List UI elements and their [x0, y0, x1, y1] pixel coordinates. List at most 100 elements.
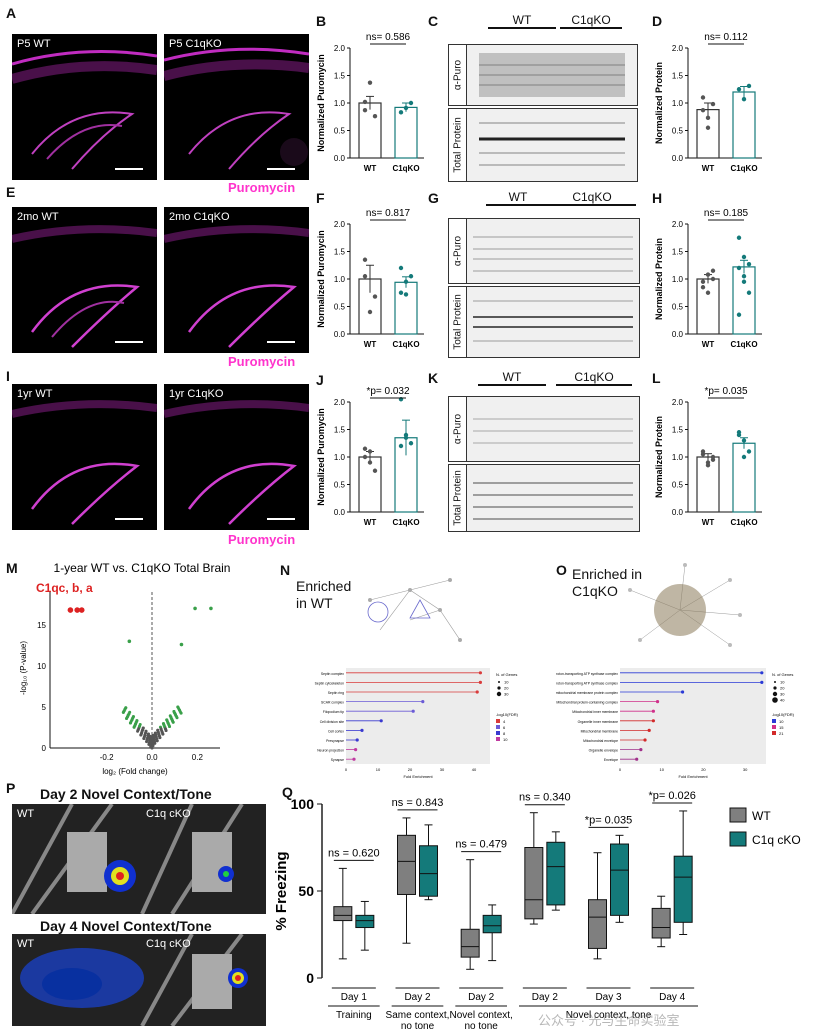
lollipop-head — [354, 748, 358, 752]
plot-background — [346, 668, 490, 764]
micrograph-svg — [12, 400, 157, 525]
heatmap-label-ko: C1q cKO — [146, 808, 191, 820]
micrograph-label: P5 WT — [17, 38, 51, 50]
gene-point — [148, 734, 152, 738]
y-tick-label: 1.0 — [334, 99, 346, 108]
scale-bar — [267, 341, 295, 343]
category-label: Neuron projection — [317, 749, 344, 753]
micrograph-label: P5 C1qKO — [169, 38, 222, 50]
gene-point — [179, 711, 183, 715]
gene-point — [154, 733, 158, 737]
y-axis-label: Normalized Puromycin — [316, 54, 326, 152]
heatmap-day2: WT C1q cKO — [12, 804, 266, 914]
x-tick-label: 20 — [701, 767, 706, 772]
data-point — [705, 463, 711, 468]
y-tick-label: 2.0 — [334, 398, 346, 407]
y-tick-label: 1.5 — [672, 248, 684, 257]
y-tick-label: 0.0 — [672, 330, 684, 339]
significance-label: ns= 0.185 — [704, 208, 749, 219]
legend-color-label: 4 — [503, 719, 506, 724]
legend-label: C1q cKO — [752, 833, 801, 847]
panel-letter-c: C — [428, 13, 439, 29]
legend-size-mark — [774, 681, 776, 683]
lollipop-head — [647, 728, 651, 732]
y-tick-label: 1.5 — [672, 72, 684, 81]
gene-point — [163, 727, 167, 731]
chart-n: Septin complex Septin cytoskeleton Septin … — [315, 668, 519, 779]
significance-label: ns = 0.340 — [519, 792, 571, 804]
group-ko-label: C1qKO — [572, 190, 612, 204]
data-point — [367, 460, 373, 465]
legend-color-mark — [496, 737, 500, 741]
legend-label: WT — [752, 809, 771, 823]
gene-point — [141, 726, 145, 730]
category-label: Presynapse — [326, 739, 344, 743]
panel-letter-g: G — [428, 190, 439, 206]
data-point — [403, 432, 409, 438]
y-tick-label: 1.0 — [334, 453, 346, 462]
category-label: Cell division site — [320, 720, 344, 724]
micrograph-svg — [12, 225, 157, 348]
blot-label-puro: α-Puro — [448, 44, 467, 106]
blot-puro-c — [466, 44, 638, 106]
gene-point — [133, 724, 137, 728]
gene-point — [145, 738, 149, 742]
x-axis-label: log₂ (Fold change) — [102, 767, 168, 776]
legend-size-label: 30 — [504, 692, 509, 697]
lollipop-head — [421, 700, 425, 704]
x-tick-label: C1qKO — [730, 340, 757, 349]
group-ko-label: C1qKO — [574, 370, 614, 384]
x-tick-label: C1qKO — [730, 518, 757, 527]
watermark: 公众号 · 光与生命实验室 — [538, 1013, 680, 1028]
micrograph-svg — [164, 225, 309, 348]
y-tick-label: 0 — [42, 744, 47, 753]
y-tick-label: 1.5 — [334, 248, 346, 257]
x-tick-label: C1qKO — [392, 518, 419, 527]
data-point — [403, 279, 409, 284]
gene-point — [148, 738, 152, 742]
legend-size-label: 30 — [780, 692, 785, 697]
gene-point — [151, 744, 155, 748]
legend-size-label: 20 — [504, 686, 509, 691]
gene-point — [142, 735, 146, 739]
behavior-day2-title: Day 2 Novel Context/Tone — [40, 786, 212, 802]
gene-point — [121, 710, 125, 714]
legend-title: N. of Genes — [772, 672, 793, 677]
group-bar — [486, 204, 550, 206]
data-point — [408, 274, 414, 279]
context-label: Novel context, — [449, 1010, 512, 1021]
highlight-point — [67, 607, 74, 613]
gene-point — [179, 642, 184, 647]
legend-color-label: 10 — [779, 719, 784, 724]
box-ko — [673, 855, 693, 923]
heatmap-label-ko: C1q cKO — [146, 938, 191, 950]
gene-point — [165, 718, 169, 722]
x-tick-label: 0 — [619, 767, 622, 772]
data-point — [705, 272, 711, 277]
context-label: no tone — [401, 1021, 435, 1032]
data-point — [403, 292, 409, 297]
micrograph-2mo-wt: 2mo WT — [12, 207, 157, 353]
x-tick-label: 20 — [408, 767, 413, 772]
group-wt: WT — [488, 13, 556, 31]
gene-point — [156, 728, 160, 732]
bar-C1qKO — [732, 442, 756, 513]
legend-size-mark — [772, 697, 778, 703]
micrograph-1yr-wt: 1yr WT — [12, 384, 157, 530]
group-wt: WT — [486, 190, 550, 208]
gene-point — [209, 606, 213, 611]
chart-h: Normalized Protein 0.0 0.5 1.0 1.5 2.0 WT C1qKO… — [654, 208, 762, 349]
micrograph-label: 2mo C1qKO — [169, 211, 230, 223]
significance-label: ns = 0.620 — [328, 847, 380, 859]
category-label: Mitochondrial membrane — [581, 729, 618, 733]
x-tick-label: C1qKO — [392, 340, 419, 349]
data-point — [710, 101, 716, 107]
y-tick-label: 0.0 — [334, 330, 346, 339]
gene-point — [157, 732, 161, 736]
category-label: Envelope — [604, 758, 618, 762]
data-point — [741, 454, 747, 460]
gene-point — [131, 715, 135, 719]
data-point — [362, 446, 368, 451]
data-point — [367, 80, 373, 85]
category-label: Organelle envelope — [589, 749, 619, 753]
